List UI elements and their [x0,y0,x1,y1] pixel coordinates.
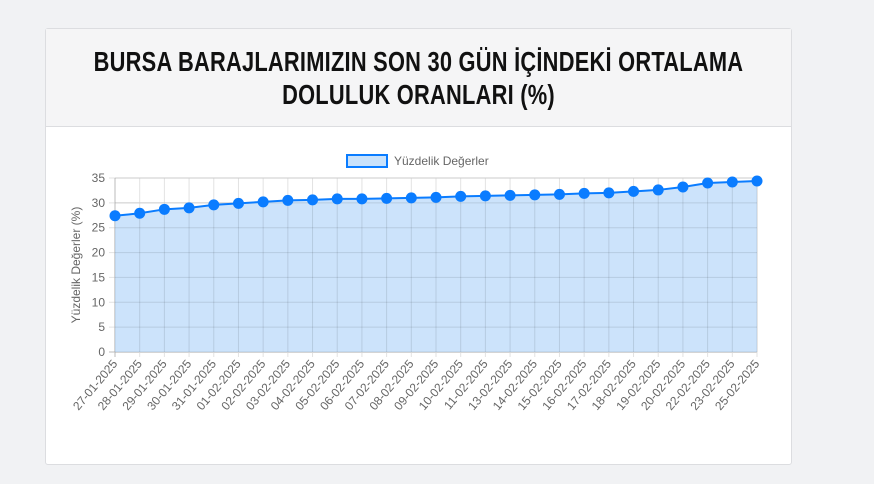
data-point[interactable] [504,189,516,201]
data-point[interactable] [134,207,146,219]
data-point[interactable] [553,188,565,200]
data-point[interactable] [603,187,615,199]
card-header: BURSA BARAJLARIMIZIN SON 30 GÜN İÇİNDEKİ… [46,29,791,127]
y-axis-title: Yüzdelik Değerler (%) [69,207,83,324]
legend-swatch[interactable] [346,154,388,168]
data-point[interactable] [430,191,442,203]
data-point[interactable] [109,210,121,222]
data-point[interactable] [307,194,319,206]
data-point[interactable] [652,184,664,196]
title-line-2: DOLULUK ORANLARI (%) [282,78,555,110]
legend-label[interactable]: Yüzdelik Değerler [394,154,489,168]
data-point[interactable] [702,177,714,189]
data-point[interactable] [405,192,417,204]
data-point[interactable] [356,193,368,205]
data-point[interactable] [232,197,244,209]
data-point[interactable] [282,194,294,206]
data-point[interactable] [158,203,170,215]
area-fill [115,180,757,352]
data-point[interactable] [578,187,590,199]
data-point[interactable] [331,193,343,205]
y-tick-label: 10 [92,295,106,309]
data-point[interactable] [479,190,491,202]
y-tick-label: 0 [98,345,105,359]
y-tick-label: 20 [92,246,106,260]
y-tick-label: 15 [92,270,106,284]
data-point[interactable] [529,189,541,201]
data-point[interactable] [208,199,220,211]
title-line-1: BURSA BARAJLARIMIZIN SON 30 GÜN İÇİNDEKİ… [93,45,744,77]
data-point[interactable] [677,181,689,193]
y-tick-label: 25 [92,221,106,235]
page-title: BURSA BARAJLARIMIZIN SON 30 GÜN İÇİNDEKİ… [94,45,744,111]
data-point[interactable] [455,190,467,202]
data-point[interactable] [726,176,738,188]
data-point[interactable] [628,185,640,197]
y-tick-label: 30 [92,196,106,210]
y-tick-label: 5 [98,320,105,334]
y-tick-label: 35 [92,171,106,185]
data-point[interactable] [751,175,763,187]
data-point[interactable] [183,202,195,214]
data-point[interactable] [381,192,393,204]
data-point[interactable] [257,196,269,208]
